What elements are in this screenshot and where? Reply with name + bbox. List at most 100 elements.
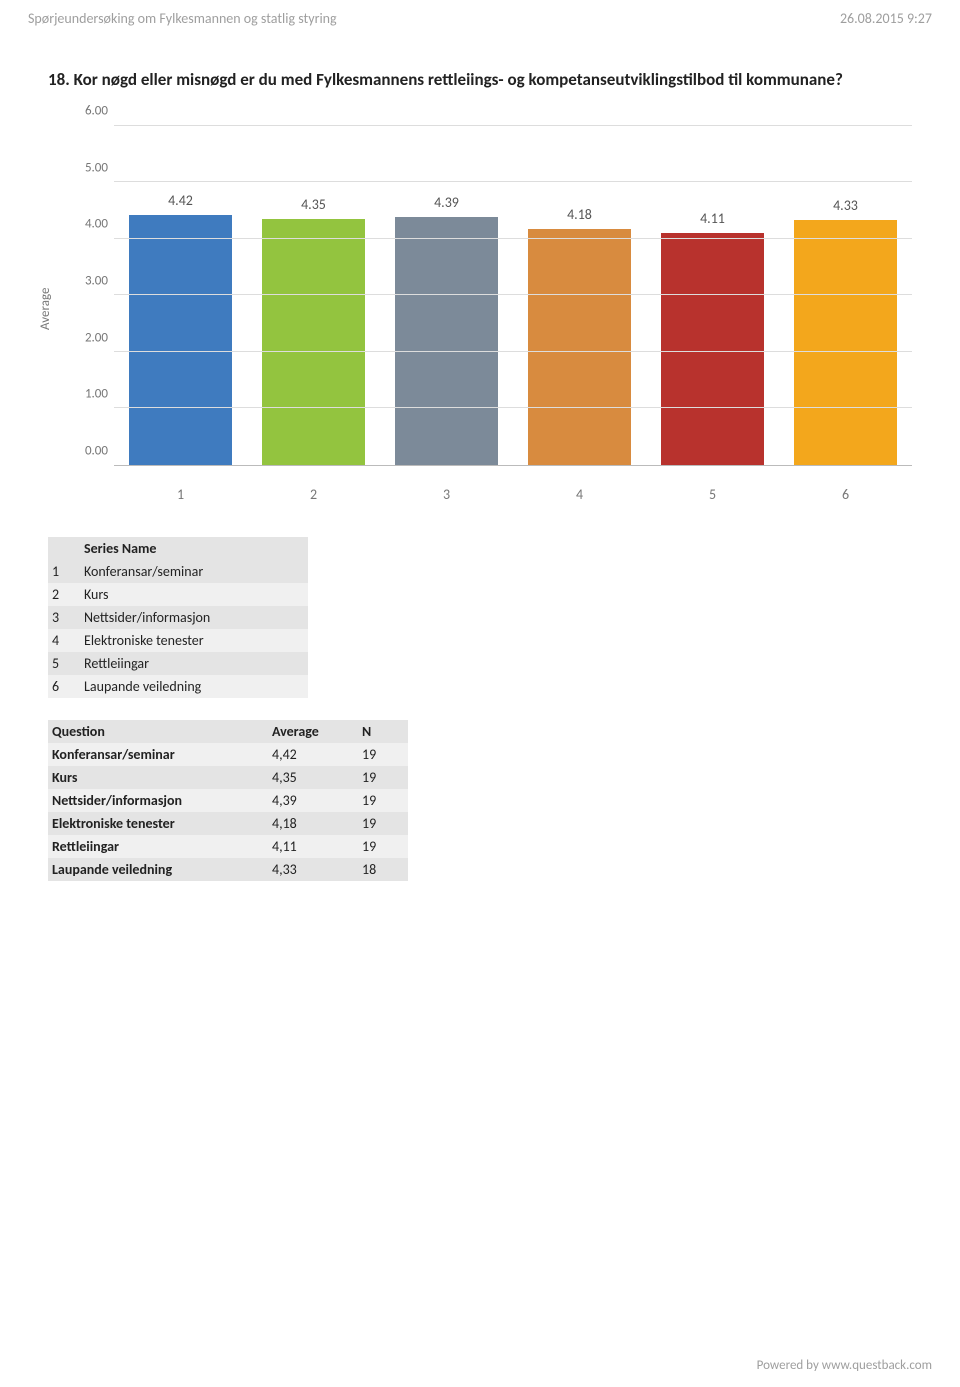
stats-n: 19: [358, 743, 408, 766]
stats-col-n: N: [358, 720, 408, 743]
chart-gridline: [114, 181, 912, 182]
y-axis-label-col: Average: [48, 126, 74, 466]
chart-bar-slot: 4.11: [646, 126, 779, 465]
stats-average: 4,39: [268, 789, 358, 812]
stats-average: 4,42: [268, 743, 358, 766]
series-row-name: Kurs: [80, 583, 308, 606]
y-tick-label: 2.00: [85, 330, 108, 345]
x-axis-ticks: 123456: [48, 480, 912, 503]
chart-bar-slot: 4.33: [779, 126, 912, 465]
question-title: 18. Kor nøgd eller misnøgd er du med Fyl…: [48, 69, 912, 92]
chart-bar-slot: 4.42: [114, 126, 247, 465]
chart-value-label: 4.11: [700, 210, 725, 227]
table-row: 4Elektroniske tenester: [48, 629, 308, 652]
x-tick-label: 1: [114, 480, 247, 503]
y-tick-label: 5.00: [85, 160, 108, 175]
series-row-index: 4: [48, 629, 80, 652]
chart-value-label: 4.18: [567, 206, 592, 223]
x-tick-label: 3: [380, 480, 513, 503]
series-row-name: Laupande veiledning: [80, 675, 308, 698]
table-row: 1Konferansar/seminar: [48, 560, 308, 583]
chart-gridline: [114, 125, 912, 126]
series-row-index: 6: [48, 675, 80, 698]
header-right: 26.08.2015 9:27: [840, 10, 932, 27]
series-row-name: Elektroniske tenester: [80, 629, 308, 652]
table-row: Rettleiingar4,1119: [48, 835, 408, 858]
stats-question: Rettleiingar: [48, 835, 268, 858]
chart-bar: [794, 220, 898, 465]
table-row: 5Rettleiingar: [48, 652, 308, 675]
table-row: 3Nettsider/informasjon: [48, 606, 308, 629]
x-tick-label: 2: [247, 480, 380, 503]
stats-question: Laupande veiledning: [48, 858, 268, 881]
x-tick-label: 4: [513, 480, 646, 503]
table-row: Laupande veiledning4,3318: [48, 858, 408, 881]
stats-question: Elektroniske tenester: [48, 812, 268, 835]
chart-bar-slot: 4.39: [380, 126, 513, 465]
table-row: 2Kurs: [48, 583, 308, 606]
chart-bar: [395, 217, 499, 465]
table-header-row: Question Average N: [48, 720, 408, 743]
chart-value-label: 4.39: [434, 194, 459, 211]
series-row-name: Konferansar/seminar: [80, 560, 308, 583]
chart-gridline: [114, 238, 912, 239]
page-footer: Powered by www.questback.com: [757, 1358, 932, 1373]
series-header-index: [48, 537, 80, 560]
chart-value-label: 4.33: [833, 197, 858, 214]
y-tick-label: 1.00: [85, 387, 108, 402]
chart-bar: [528, 229, 632, 465]
y-tick-label: 4.00: [85, 217, 108, 232]
x-tick-label: 5: [646, 480, 779, 503]
chart-bar: [129, 215, 233, 465]
table-row: Nettsider/informasjon4,3919: [48, 789, 408, 812]
stats-question: Konferansar/seminar: [48, 743, 268, 766]
stats-question: Kurs: [48, 766, 268, 789]
stats-question: Nettsider/informasjon: [48, 789, 268, 812]
table-header-row: Series Name: [48, 537, 308, 560]
table-row: Kurs4,3519: [48, 766, 408, 789]
y-tick-label: 0.00: [85, 443, 108, 458]
page-header: Spørjeundersøking om Fylkesmannen og sta…: [0, 0, 960, 31]
series-name-table: Series Name 1Konferansar/seminar2Kurs3Ne…: [48, 537, 308, 698]
stats-average: 4,33: [268, 858, 358, 881]
stats-col-question: Question: [48, 720, 268, 743]
series-row-index: 1: [48, 560, 80, 583]
series-row-index: 5: [48, 652, 80, 675]
chart-plot-area: 4.42 4.35 4.39 4.18 4.11 4.33: [114, 126, 912, 466]
y-tick-label: 6.00: [85, 103, 108, 118]
y-axis-ticks: 0.001.002.003.004.005.006.00: [74, 126, 114, 466]
chart-gridline: [114, 294, 912, 295]
stats-n: 19: [358, 766, 408, 789]
table-row: Elektroniske tenester4,1819: [48, 812, 408, 835]
chart-gridline: [114, 407, 912, 408]
content: 18. Kor nøgd eller misnøgd er du med Fyl…: [0, 31, 960, 881]
series-row-index: 2: [48, 583, 80, 606]
chart-value-label: 4.42: [168, 192, 193, 209]
bar-chart: Average 0.001.002.003.004.005.006.00 4.4…: [48, 126, 912, 466]
stats-average: 4,35: [268, 766, 358, 789]
chart-bar-slot: 4.35: [247, 126, 380, 465]
x-tick-label: 6: [779, 480, 912, 503]
chart-bar: [262, 219, 366, 465]
series-row-name: Nettsider/informasjon: [80, 606, 308, 629]
series-row-index: 3: [48, 606, 80, 629]
series-header-name: Series Name: [80, 537, 308, 560]
y-tick-label: 3.00: [85, 273, 108, 288]
series-row-name: Rettleiingar: [80, 652, 308, 675]
chart-bar: [661, 233, 765, 465]
table-row: 6Laupande veiledning: [48, 675, 308, 698]
stats-n: 19: [358, 789, 408, 812]
chart-gridline: [114, 351, 912, 352]
chart-bar-slot: 4.18: [513, 126, 646, 465]
tables-block: Series Name 1Konferansar/seminar2Kurs3Ne…: [48, 537, 912, 881]
chart-value-label: 4.35: [301, 196, 326, 213]
chart-bars: 4.42 4.35 4.39 4.18 4.11 4.33: [114, 126, 912, 465]
stats-n: 18: [358, 858, 408, 881]
stats-n: 19: [358, 812, 408, 835]
stats-col-average: Average: [268, 720, 358, 743]
stats-n: 19: [358, 835, 408, 858]
stats-average: 4,18: [268, 812, 358, 835]
stats-average: 4,11: [268, 835, 358, 858]
table-row: Konferansar/seminar4,4219: [48, 743, 408, 766]
y-axis-label: Average: [38, 287, 53, 329]
